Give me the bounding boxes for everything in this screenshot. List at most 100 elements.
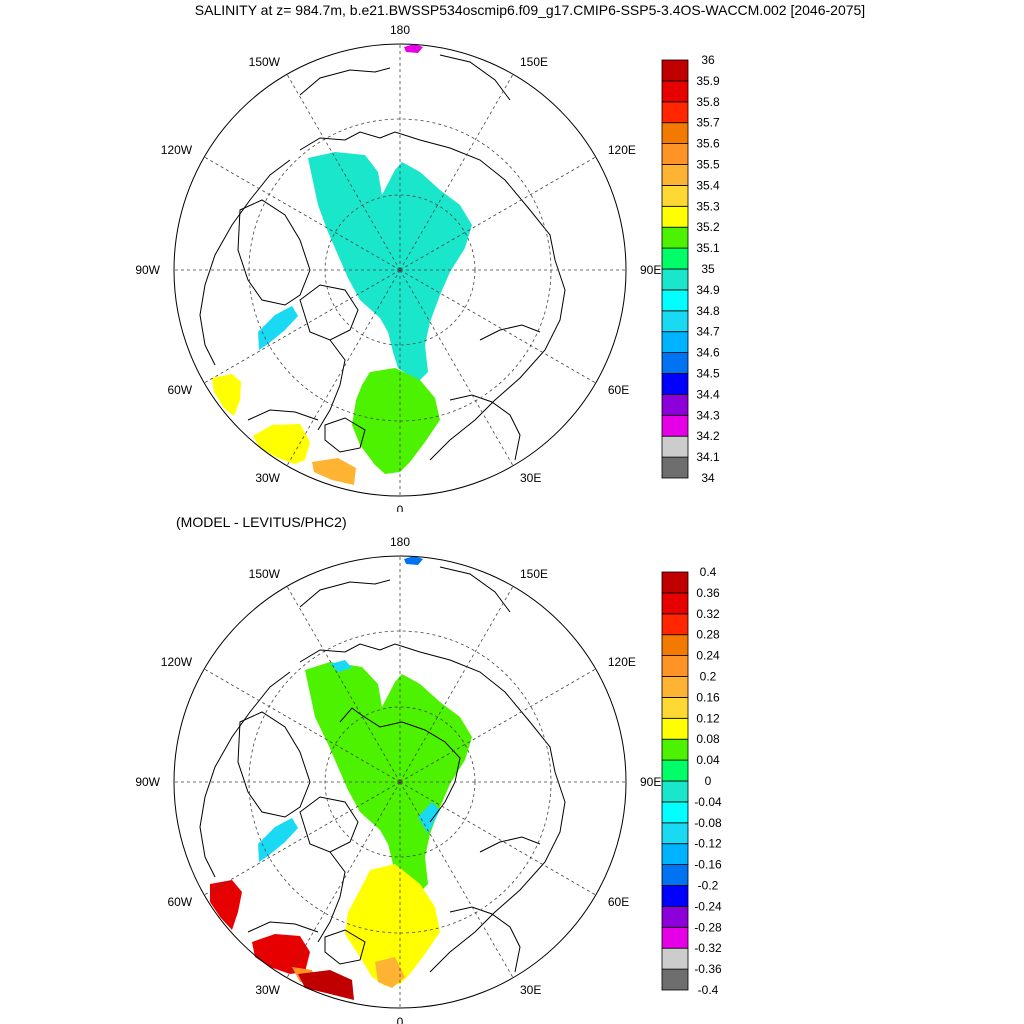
colorbar-label: -0.36: [694, 962, 722, 976]
colorbar-label: 0.04: [696, 753, 720, 767]
anomaly-colorbar: [661, 571, 689, 991]
meridian-line: [399, 74, 514, 271]
colorbar-label: -0.12: [694, 837, 722, 851]
meridian-line: [399, 269, 514, 466]
meridian-line: [399, 668, 596, 783]
colorbar-swatch: [661, 843, 689, 866]
longitude-label: 60W: [167, 383, 192, 397]
colorbar-swatch: [661, 456, 689, 479]
colorbar-swatch: [661, 101, 689, 124]
meridian-line: [399, 156, 596, 271]
colorbar-swatch: [661, 373, 689, 395]
colorbar-swatch: [661, 205, 689, 228]
colorbar-swatch: [661, 310, 689, 333]
colorbar-label: 0.24: [696, 649, 720, 663]
colorbar-swatch: [661, 289, 689, 312]
meridian-line: [204, 781, 401, 896]
longitude-label: 90E: [640, 775, 661, 789]
graticule: [174, 44, 626, 496]
colorbar-swatch: [661, 59, 689, 82]
colorbar-swatch: [661, 143, 689, 165]
colorbar-label: 34.8: [696, 304, 720, 318]
polar-frame: [173, 43, 627, 497]
colorbar-label: 34.4: [696, 387, 720, 401]
colorbar-swatch: [661, 905, 689, 928]
colorbar-label: 34.7: [696, 325, 720, 339]
colorbar-swatch: [661, 414, 689, 437]
colorbar-label: 34.3: [696, 408, 720, 422]
longitude-label: 150W: [249, 55, 281, 69]
colorbar-label: -0.16: [694, 858, 722, 872]
colorbar-label: 35.7: [696, 116, 720, 130]
salinity-colorbar-labels: 36 35.9 35.8 35.7 35.6 35.5 35.4 35.3 35.2 35.1 35…: [696, 53, 720, 485]
colorbar-swatch: [661, 571, 689, 594]
anomaly-fill-field: [210, 556, 472, 1000]
coastlines: [199, 566, 566, 973]
colorbar-swatch: [661, 780, 689, 803]
colorbar-swatch: [661, 717, 689, 740]
longitude-label: 120W: [161, 655, 193, 669]
colorbar-swatch: [661, 184, 689, 207]
figure-title: SALINITY at z= 984.7m, b.e21.BWSSP534osc…: [194, 2, 866, 18]
colorbar-swatch: [661, 80, 689, 103]
colorbar-swatch: [661, 759, 689, 782]
meridian-line: [204, 269, 401, 384]
longitude-label: 150E: [520, 55, 548, 69]
colorbar-label: 0.28: [696, 628, 720, 642]
longitude-label: 90E: [640, 263, 661, 277]
colorbar-swatch: [661, 634, 689, 656]
longitude-label: 120E: [608, 143, 636, 157]
graticule: [174, 556, 626, 1008]
colorbar-label: -0.24: [694, 899, 722, 913]
meridian-line: [204, 668, 401, 783]
colorbar-label: 35.4: [696, 178, 720, 192]
colorbar-label: 0.2: [700, 670, 717, 684]
polar-frame: [173, 555, 627, 1009]
colorbar-label: 34.5: [696, 367, 720, 381]
longitude-labels: 180 150E 120E 90E 60E 30E 0 30W 60W 90W 120W 150W: [135, 23, 661, 512]
colorbar-label: 35: [701, 262, 715, 276]
colorbar-swatch: [661, 435, 689, 458]
colorbar-label: 36: [701, 53, 715, 67]
colorbar-label: 35.6: [696, 137, 720, 151]
longitude-label: 180: [390, 535, 410, 549]
difference-subtitle: (MODEL - LEVITUS/PHC2): [176, 514, 347, 530]
longitude-label: 60W: [167, 895, 192, 909]
coastlines: [199, 54, 566, 461]
colorbar-label: -0.28: [694, 920, 722, 934]
colorbar-swatch: [661, 926, 689, 949]
colorbar-label: -0.32: [694, 941, 722, 955]
colorbar-label: -0.4: [698, 983, 719, 997]
colorbar-swatch: [661, 331, 689, 354]
colorbar-swatch: [661, 801, 689, 824]
longitude-label: 120E: [608, 655, 636, 669]
colorbar-swatch: [661, 393, 689, 416]
colorbar-label: 0: [705, 774, 712, 788]
salinity-colorbar: [661, 59, 689, 479]
colorbar-label: 34.9: [696, 283, 720, 297]
colorbar-label: 0.08: [696, 732, 720, 746]
colorbar-label: -0.04: [694, 795, 722, 809]
colorbar-swatch: [661, 738, 689, 761]
colorbar-label: -0.08: [694, 816, 722, 830]
longitude-label: 150W: [249, 567, 281, 581]
meridian-line: [399, 781, 514, 978]
longitude-label: 90W: [135, 775, 160, 789]
colorbar-label: 34.2: [696, 429, 720, 443]
colorbar-label: -0.2: [698, 879, 719, 893]
colorbar-label: 34: [701, 471, 715, 485]
colorbar-swatch: [661, 226, 689, 249]
longitude-label: 120W: [161, 143, 193, 157]
colorbar-swatch: [661, 268, 689, 291]
colorbar-swatch: [661, 676, 689, 698]
colorbar-label: 35.2: [696, 220, 720, 234]
anomaly-map-panel: 180 150E 120E 90E 60E 30E 0 30W 60W 90W 120W 150W 0…: [135, 535, 722, 1024]
longitude-label: 180: [390, 23, 410, 37]
meridian-line: [399, 586, 514, 783]
colorbar-swatch: [661, 164, 689, 186]
colorbar-label: 35.9: [696, 74, 720, 88]
colorbar-swatch: [661, 247, 689, 270]
colorbar-label: 35.8: [696, 95, 720, 109]
longitude-label: 150E: [520, 567, 548, 581]
colorbar-swatch: [661, 592, 689, 615]
